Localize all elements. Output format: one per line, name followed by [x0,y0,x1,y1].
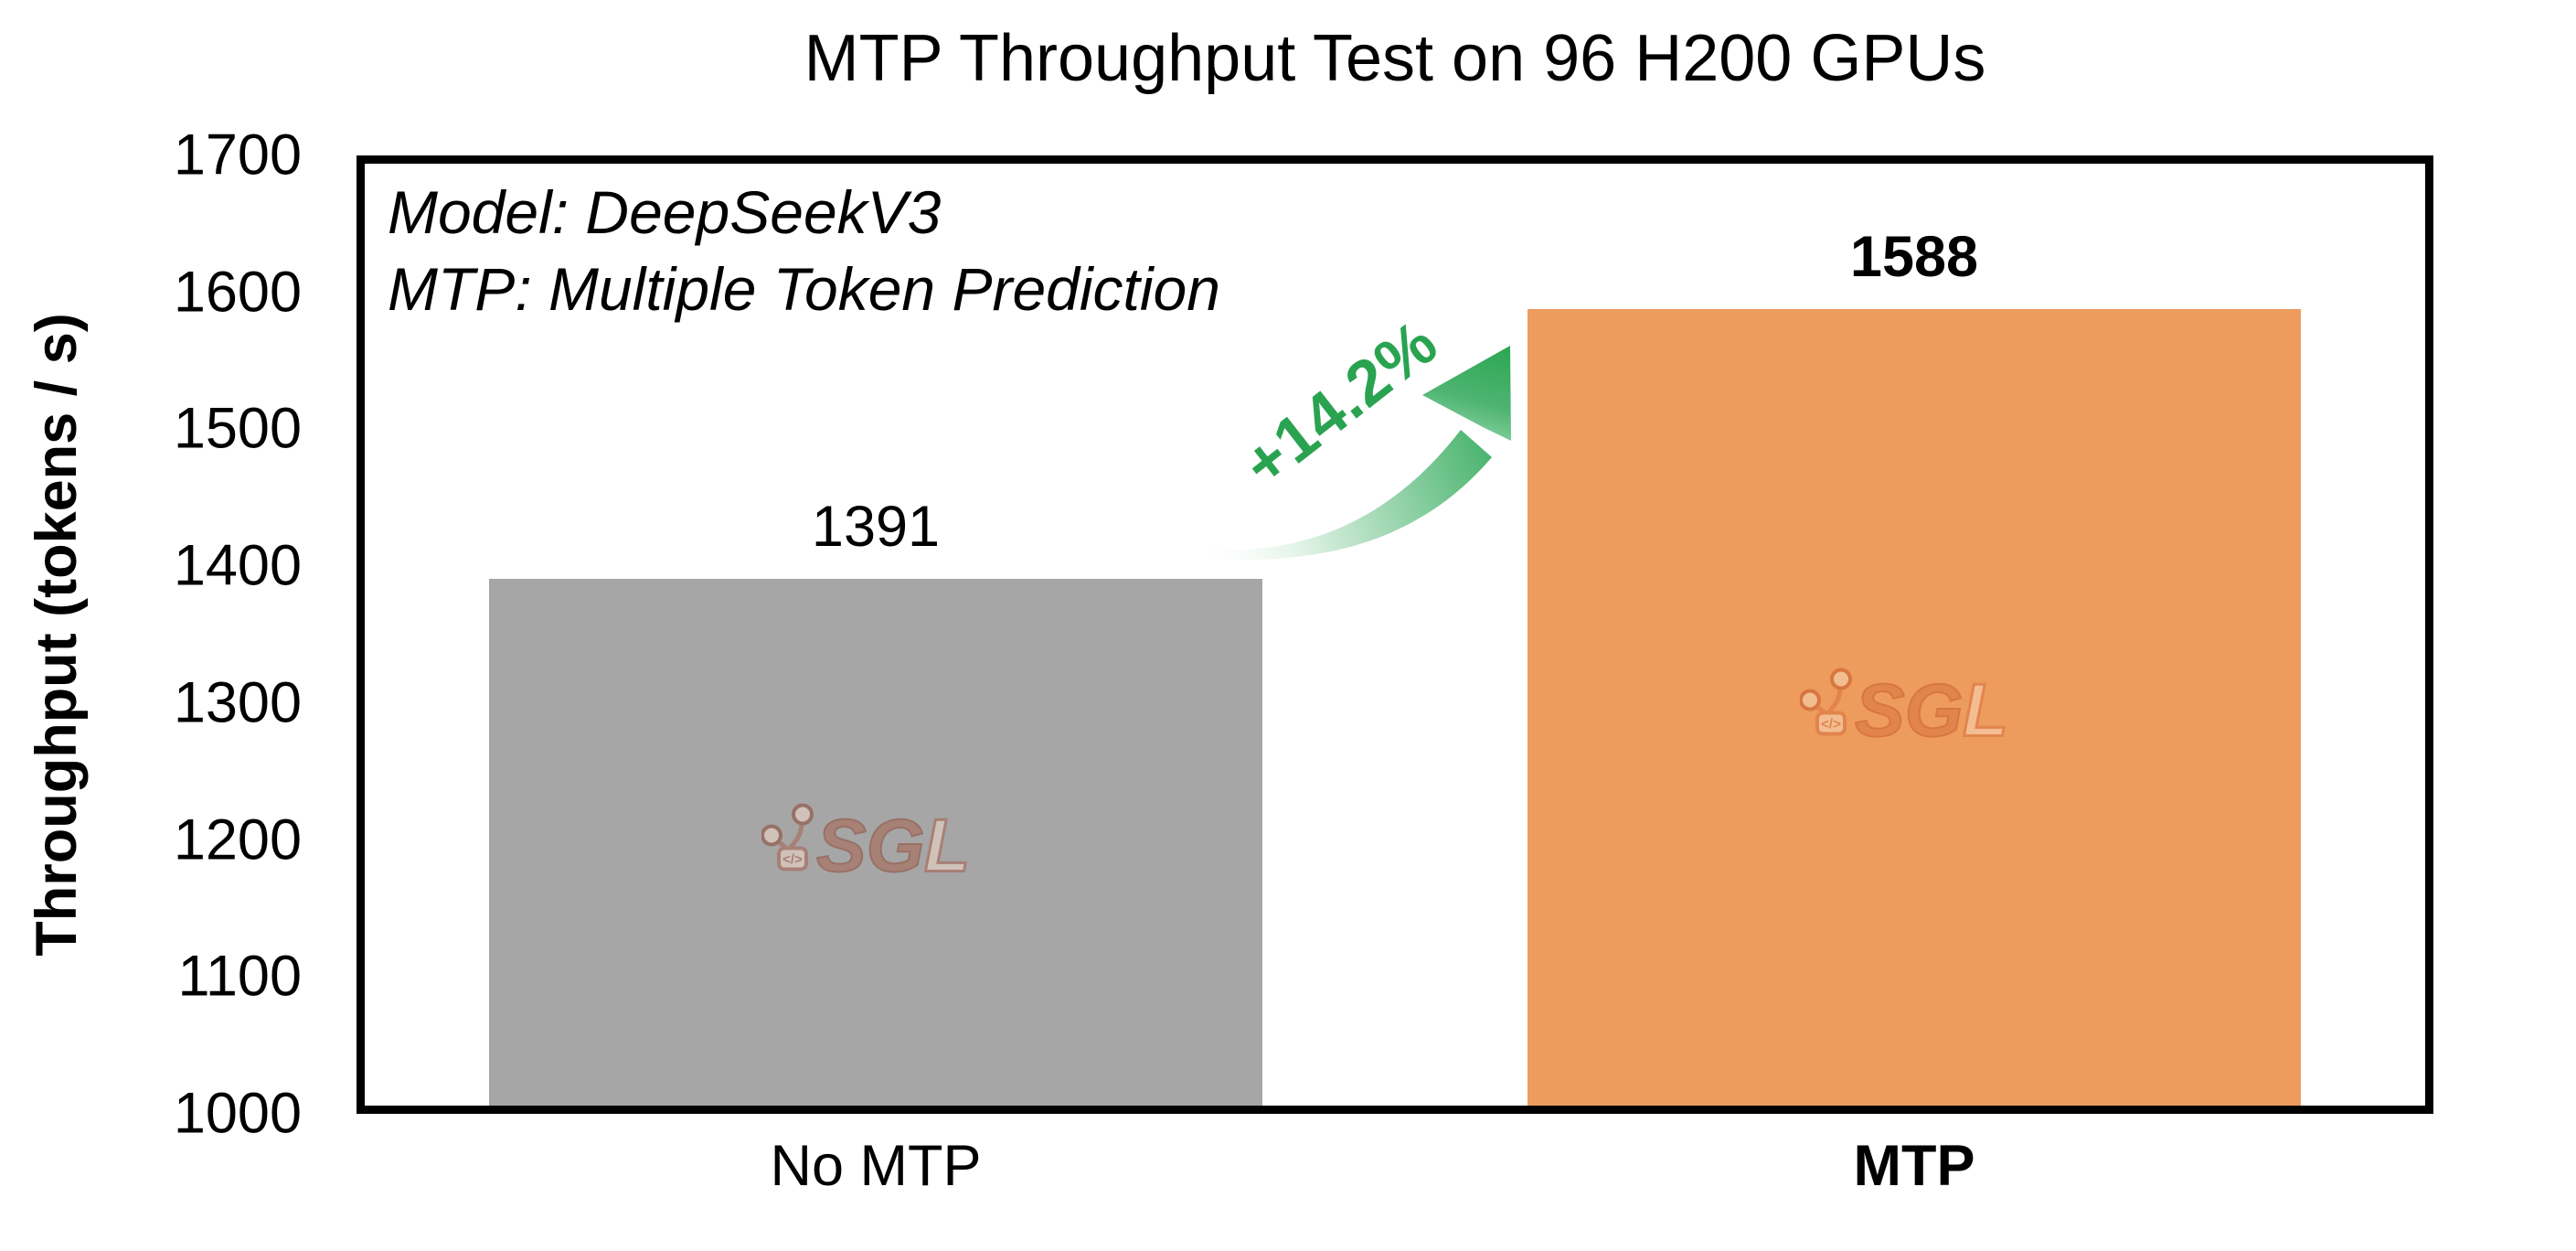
arrow-swoosh [1202,430,1492,560]
y-tick-label: 1000 [173,1081,302,1146]
y-tick-label: 1200 [173,807,302,872]
chart-title: MTP Throughput Test on 96 H200 GPUs [804,22,1986,95]
watermark-text: SG [1855,669,1963,749]
bar-value-label: 1588 [1849,224,1979,289]
growth-arrow-icon [1202,346,1511,560]
y-tick-label: 1100 [177,944,302,1009]
y-tick-label: 1700 [173,123,302,187]
bar-no-mtp [489,578,1262,1106]
y-tick-label: 1500 [173,396,302,461]
x-category-label: No MTP [770,1134,982,1198]
note-annotation: Model: DeepSeekV3 MTP: Multiple Token Pr… [388,174,1220,327]
svg-text:L: L [1963,669,2008,749]
svg-text:L: L [924,804,970,883]
sglang-logo: </> SG L [761,803,972,889]
watermark: </> SG L [761,796,990,889]
note-line-mtp: MTP: Multiple Token Prediction [388,255,1220,323]
y-tick-label: 1300 [173,670,302,735]
watermark: </> SG L [1799,661,2028,754]
x-category-label: MTP [1853,1134,1975,1198]
svg-text:</>: </> [782,851,803,867]
sglang-logo: </> SG L [1799,668,2010,754]
y-tick-label: 1600 [173,260,302,325]
arrow-head [1422,346,1511,441]
bar-value-label: 1391 [811,494,941,559]
watermark-text: SG [816,804,924,883]
svg-text:</>: </> [1821,717,1841,732]
y-tick-label: 1400 [173,533,302,598]
note-line-model: Model: DeepSeekV3 [388,178,942,246]
bar-mtp [1528,308,2301,1106]
